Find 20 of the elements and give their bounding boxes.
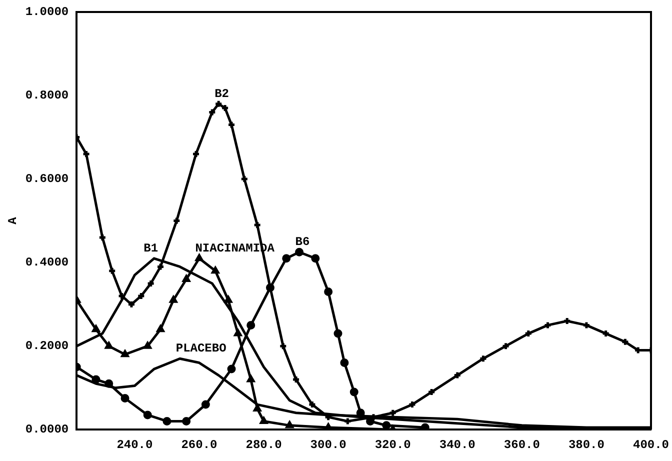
x-tick-label: 320.0 — [374, 438, 411, 452]
x-tick-label: 360.0 — [504, 438, 540, 452]
series-label: PLACEBO — [176, 342, 226, 356]
y-tick-label: 0.6000 — [25, 172, 69, 186]
y-tick-label: 1.0000 — [25, 5, 69, 20]
y-tick-label: 0.2000 — [25, 339, 69, 354]
y-tick-label: 0.0000 — [25, 422, 69, 437]
x-tick-label: 400.0 — [632, 438, 670, 452]
series-label: B2 — [214, 86, 229, 101]
x-tick-label: 380.0 — [568, 438, 604, 452]
y-tick-label: 0.4000 — [25, 256, 69, 270]
series-label: B1 — [144, 241, 158, 256]
y-axis-title: A — [6, 216, 20, 224]
y-tick-label: 0.8000 — [25, 88, 69, 103]
x-tick-label: 300.0 — [310, 438, 346, 452]
series-label: B6 — [295, 235, 310, 250]
x-tick-label: 240.0 — [116, 438, 153, 452]
x-tick-label: 340.0 — [439, 438, 476, 452]
x-tick-label: 260.0 — [181, 438, 218, 452]
x-tick-label: 280.0 — [246, 438, 282, 452]
